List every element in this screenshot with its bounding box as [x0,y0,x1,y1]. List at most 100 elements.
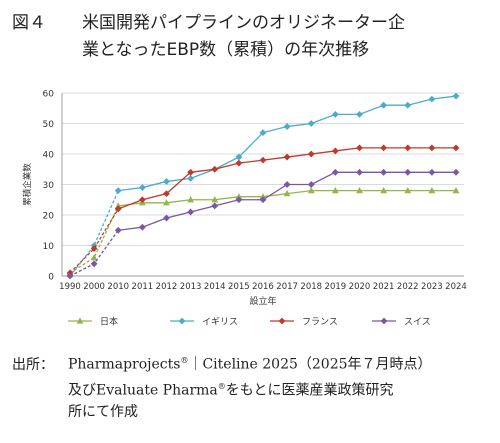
x-tick-label-2023: 2023 [421,282,443,292]
data-point-1-2020 [356,110,363,118]
source-line-1a: Pharmaprojects [68,356,181,373]
data-point-2-2017 [283,153,291,161]
data-point-0-2010 [114,202,122,209]
data-point-2-2012 [163,190,170,198]
data-point-2-2019 [331,147,339,155]
x-tick-label-2024: 2024 [445,282,467,292]
data-point-2-2024 [452,144,460,152]
data-point-1-2024 [452,92,460,100]
data-point-2-2014 [211,165,219,173]
data-point-0-2023 [428,187,436,194]
data-point-1-2010 [114,187,122,194]
data-point-0-2022 [404,187,412,194]
data-point-3-2017 [283,181,291,188]
data-point-1-2023 [428,95,436,103]
data-point-0-2012 [163,199,170,206]
data-point-2-2000 [90,245,98,252]
data-point-0-2019 [331,187,339,194]
data-point-3-2018 [307,181,315,188]
x-axis-title: 設立年 [249,295,276,307]
x-tick-label-2022: 2022 [397,282,419,292]
series-3 [66,168,460,280]
data-point-1-2015 [235,153,243,161]
legend-label-3: スイス [404,318,431,328]
y-tick-label-30: 30 [43,181,55,191]
series-line-dashed-3 [69,229,119,277]
data-point-2-2010 [114,205,122,213]
legend-label-1: イギリス [202,317,238,328]
data-point-2-2022 [404,144,412,152]
data-point-3-2021 [380,168,388,176]
data-point-1-2018 [307,120,315,127]
y-tick-label-20: 20 [43,212,55,222]
data-point-2-2015 [235,159,243,167]
y-axis-title: 累積企業数 [22,163,33,206]
legend-marker-1 [178,317,186,325]
data-point-0-2021 [380,187,388,194]
source-note: 出所： Pharmaprojects®｜Citeline 2025（2025年７月… [12,350,492,423]
data-point-3-2019 [331,168,339,176]
data-point-3-2012 [163,214,170,222]
data-point-3-2016 [259,196,267,204]
data-point-0-2017 [283,190,291,197]
data-point-3-2014 [211,202,219,210]
data-point-1-2017 [283,123,291,130]
data-point-0-2016 [259,193,267,200]
series-2 [66,144,460,277]
source-line-3: 所にて作成 [68,404,138,421]
x-tick-label-2014: 2014 [204,282,226,292]
source-line-1b: ｜Citeline 2025（2025年７月時点） [188,356,432,373]
series-1 [66,92,460,280]
data-point-1-2021 [380,101,388,109]
x-tick-label-2012: 2012 [156,282,178,292]
y-tick-label-40: 40 [43,151,55,161]
data-point-1-2019 [331,110,339,118]
y-tick-label-60: 60 [43,90,55,100]
source-line-2a: 及びEvaluate Pharma [68,382,218,399]
x-tick-label-2017: 2017 [276,282,298,292]
x-tick-label-2011: 2011 [132,282,154,292]
legend-marker-2 [278,317,286,325]
figure-title: 図４ 米国開発パイプラインのオリジネーター企 業となったEBP数（累積）の年次推移 [12,10,492,64]
data-point-3-2010 [114,226,122,234]
y-tick-label-0: 0 [48,273,54,283]
data-point-1-2012 [163,178,170,185]
source-line-2b: をもとに医薬産業政策研究 [225,382,394,399]
x-tick-label-2010: 2010 [107,282,129,292]
data-point-3-2020 [356,168,363,176]
data-point-3-2023 [428,168,436,176]
x-tick-label-2016: 2016 [252,282,274,292]
legend-label-0: 日本 [100,316,118,328]
data-point-3-2000 [90,260,98,268]
data-point-3-2013 [187,208,195,216]
y-tick-label-50: 50 [43,120,55,130]
legend-marker-0 [76,317,84,324]
figure-label: 図４ [12,13,46,33]
x-tick-label-2015: 2015 [228,282,250,292]
data-point-2-2013 [187,168,195,176]
legend-marker-3 [380,317,388,325]
series-line-dashed-1 [69,190,119,277]
title-line-1: 米国開発パイプラインのオリジネーター企 [82,13,405,33]
data-point-3-2011 [138,223,146,231]
series-line-dashed-2 [69,208,119,274]
x-tick-label-2020: 2020 [349,282,371,292]
data-point-0-2014 [211,196,219,203]
data-point-2-2011 [138,196,146,204]
data-point-0-2013 [187,196,195,203]
data-point-1-2016 [259,129,267,137]
title-line-2: 業となったEBP数（累積）の年次推移 [82,40,370,60]
data-point-2-2020 [356,144,363,152]
x-tick-label-2019: 2019 [325,282,347,292]
data-point-0-2015 [235,193,243,200]
data-point-0-2018 [307,187,315,194]
data-point-2-2023 [428,144,436,152]
series-line-dashed-0 [69,205,119,274]
series-line-1 [118,95,457,192]
source-reg-mark-1: ® [180,356,189,365]
data-point-2-2018 [307,150,315,158]
x-tick-label-2021: 2021 [373,282,395,292]
legend-label-2: フランス [302,317,338,328]
data-point-1-2022 [404,101,412,109]
